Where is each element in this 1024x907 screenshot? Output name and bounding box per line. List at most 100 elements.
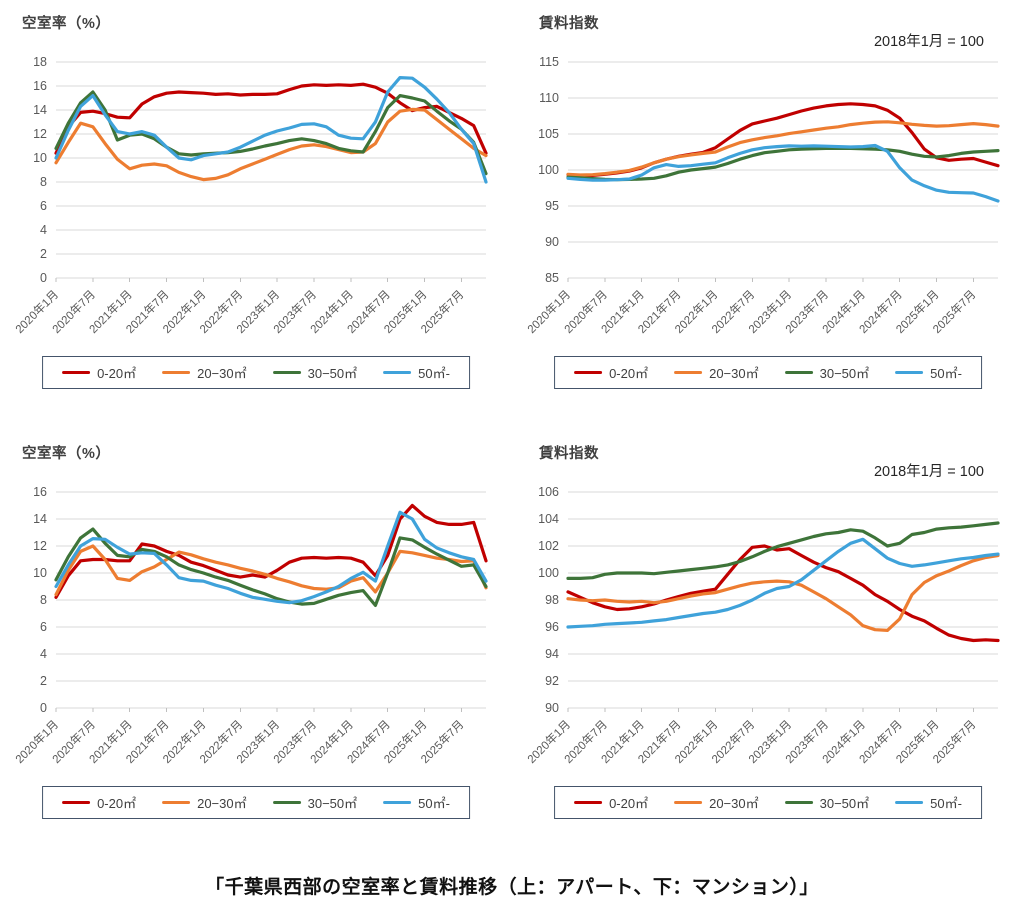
series-line-20-30 [566,120,1000,177]
x-axis-ticks [567,278,974,282]
y-tick-label: 2 [40,247,47,261]
y-tick-label: 104 [538,512,559,526]
y-tick-label: 4 [40,647,47,661]
legend-line-chip-30-50 [784,800,813,805]
series-line-30-50 [566,521,1000,580]
y-tick-label: 96 [545,620,559,634]
chart-panel-mansion-vacancy: 空室率（%） 0 2 4 6 8 10 12 14 16 2020年1月 2020年7月 2021年1… [0,430,512,860]
legend-label-0-20: 0-20㎡ [609,366,649,381]
legend-line-chip-50plus [895,370,924,375]
y-tick-label: 6 [40,620,47,634]
x-axis-ticks [55,708,462,712]
legend-label-20-30: 20−30㎡ [197,366,247,381]
chart-panel-apartment-rent-index: 賃料指数 2018年1月 = 100 85 90 95 100 105 110 115 202… [512,0,1024,430]
y-tick-label: 16 [33,485,47,499]
y-tick-label: 110 [539,91,559,105]
legend-label-50plus: 50㎡- [930,796,962,811]
legend-item-20-30: 20−30㎡ [149,793,260,812]
series-line-50plus [566,143,1000,203]
legend-line-chip-30-50 [272,800,301,805]
chart-title-mansion-vacancy: 空室率（%） [22,446,111,462]
legend-label-30-50: 30−50㎡ [819,366,870,381]
legend-line-chip-0-20 [62,370,91,375]
y-tick-label: 8 [40,593,47,607]
chart-panel-mansion-rent-index: 賃料指数 2018年1月 = 100 90 92 94 96 98 100 102 104 10… [512,430,1024,860]
legend-apartment-rent-index: 0-20㎡ 20−30㎡ 30−50㎡ 50㎡- [554,356,982,389]
series-line-0-20 [54,503,488,599]
y-axis-labels: 0 2 4 6 8 10 12 14 16 [33,485,47,715]
legend-label-0-20: 0-20㎡ [97,366,137,381]
apartment-vacancy-line-plot: 0 2 4 6 8 10 12 14 16 18 2020年1月2020年7月2021年1月2021… [12,55,488,336]
chart-subtitle-base-period: 2018年1月 = 100 [873,464,984,480]
x-axis-ticks [55,278,462,282]
legend-item-0-20: 0-20㎡ [561,363,661,382]
legend-label-30-50: 30−50㎡ [819,796,870,811]
y-tick-label: 95 [545,199,559,213]
legend-label-20-30: 20−30㎡ [709,796,759,811]
legend-line-chip-20-30 [162,800,191,805]
legend-label-50plus: 50㎡- [930,366,962,381]
legend-label-0-20: 0-20㎡ [609,796,649,811]
y-tick-label: 10 [33,151,47,165]
y-tick-label: 105 [538,127,559,141]
legend-item-30-50: 30−50㎡ [772,793,883,812]
legend-label-50plus: 50㎡- [418,796,450,811]
series-line-30-50 [54,90,488,176]
legend-item-30-50: 30−50㎡ [260,793,371,812]
series-line-20-30 [566,553,1000,632]
y-tick-label: 10 [33,566,47,580]
series-line-30-50 [54,527,488,607]
legend-label-30-50: 30−50㎡ [307,366,358,381]
legend-item-30-50: 30−50㎡ [772,363,883,382]
x-axis-labels: 2020年1月2020年7月2021年1月2021年7月2022年1月2022年… [524,717,978,766]
y-tick-label: 90 [545,235,559,249]
legend-item-50plus: 50㎡- [882,363,975,382]
y-axis-labels: 0 2 4 6 8 10 12 14 16 18 [33,55,47,285]
legend-mansion-vacancy: 0-20㎡ 20−30㎡ 30−50㎡ 50㎡- [42,786,470,819]
legend-item-50plus: 50㎡- [882,793,975,812]
chart-title-apartment-vacancy: 空室率（%） [22,16,111,32]
legend-line-chip-50plus [895,800,924,805]
y-tick-label: 106 [538,485,559,499]
x-axis-labels: 2020年1月2020年7月2021年1月2021年7月2022年1月2022年… [12,287,466,336]
legend-line-chip-20-30 [162,370,191,375]
series-line-20-30 [54,107,488,182]
y-tick-label: 102 [538,539,559,553]
y-tick-label: 0 [40,271,47,285]
gridlines [568,491,998,709]
legend-line-chip-0-20 [574,370,603,375]
x-axis-ticks [567,708,974,712]
legend-item-50plus: 50㎡- [370,793,463,812]
legend-item-30-50: 30−50㎡ [260,363,371,382]
chart-title-mansion-rent-index: 賃料指数 [539,446,599,462]
series-line-50plus [54,75,488,184]
series-line-0-20 [566,544,1000,643]
chart-subtitle-base-period: 2018年1月 = 100 [873,34,984,50]
y-tick-label: 98 [545,593,559,607]
legend-line-chip-30-50 [784,370,813,375]
y-tick-label: 12 [33,127,47,141]
legend-label-30-50: 30−50㎡ [307,796,358,811]
figure-caption: 「千葉県西部の空室率と賃料推移（上：アパート、下：マンション）」 [205,877,819,898]
legend-line-chip-50plus [383,370,412,375]
y-tick-label: 12 [33,539,47,553]
legend-item-50plus: 50㎡- [370,363,463,382]
legend-item-0-20: 0-20㎡ [49,793,149,812]
y-tick-label: 16 [33,79,47,93]
series-line-20-30 [54,544,488,597]
legend-item-0-20: 0-20㎡ [49,363,149,382]
y-tick-label: 14 [33,103,47,117]
gridlines [56,61,486,279]
y-tick-label: 18 [33,55,47,69]
y-tick-label: 2 [40,674,47,688]
legend-label-20-30: 20−30㎡ [709,366,759,381]
chart-panel-apartment-vacancy: 空室率（%） 0 2 4 6 8 10 12 14 16 18 2020年1月 2020年7月 2021… [0,0,512,430]
mansion-vacancy-line-plot: 0 2 4 6 8 10 12 14 16 2020年1月2020年7月2021年1月2021年7… [12,485,488,766]
apartment-rent-index-line-plot: 85 90 95 100 105 110 115 2020年1月2020年7月2021年1月2… [524,55,1000,336]
y-tick-label: 6 [40,199,47,213]
legend-item-20-30: 20−30㎡ [661,793,772,812]
legend-label-0-20: 0-20㎡ [97,796,137,811]
y-tick-label: 14 [33,512,47,526]
legend-apartment-vacancy: 0-20㎡ 20−30㎡ 30−50㎡ 50㎡- [42,356,470,389]
y-tick-label: 8 [40,175,47,189]
